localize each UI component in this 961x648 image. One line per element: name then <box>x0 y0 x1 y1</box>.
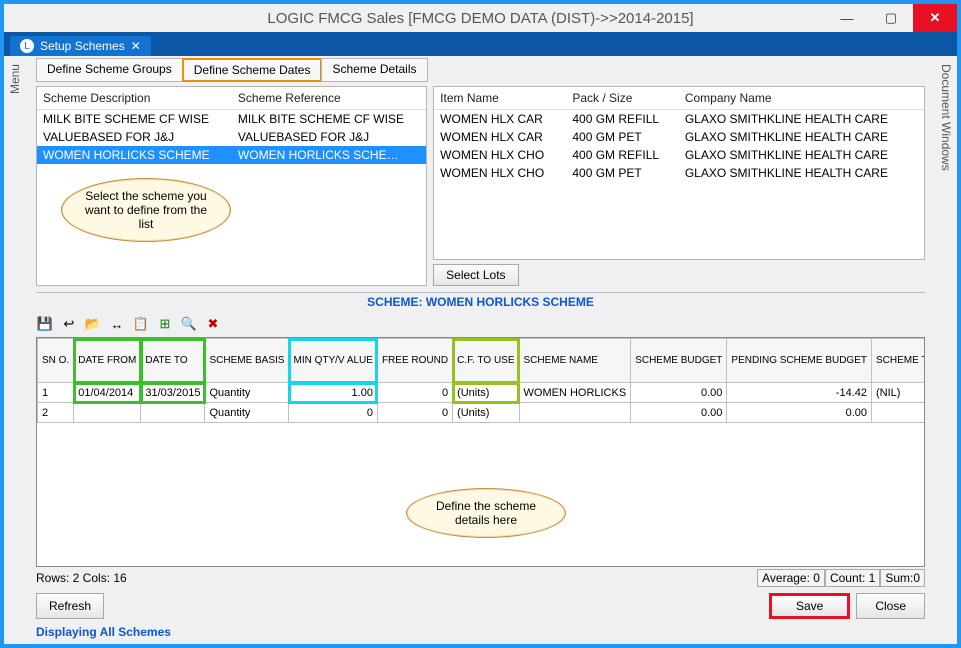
sum-label: Sum:0 <box>880 569 925 587</box>
close-tab-icon[interactable]: ✕ <box>131 39 141 53</box>
rows-cols-label: Rows: 2 Cols: 16 <box>36 571 127 585</box>
select-lots-button[interactable]: Select Lots <box>433 264 518 286</box>
grid-col-header[interactable]: SCHEME TYPE <box>872 339 926 383</box>
delete-icon[interactable]: ✖ <box>204 315 222 333</box>
scheme-row[interactable]: VALUEBASED FOR J&JVALUEBASED FOR J&J <box>37 128 426 146</box>
avg-label: Average: 0 <box>757 569 825 587</box>
grid-col-header[interactable]: SN O. <box>38 339 74 383</box>
save-icon[interactable]: 💾 <box>36 315 54 333</box>
count-label: Count: 1 <box>825 569 880 587</box>
item-row[interactable]: WOMEN HLX CAR400 GM PETGLAXO SMITHKLINE … <box>434 128 924 146</box>
find-icon[interactable]: 🔍 <box>180 315 198 333</box>
grid-status-bar: Rows: 2 Cols: 16 Average: 0 Count: 1 Sum… <box>36 569 925 587</box>
grid-col-header[interactable]: PENDING SCHEME BUDGET <box>727 339 872 383</box>
grid-row[interactable]: 2Quantity00(Units)0.000.00StopDefault0.0… <box>38 403 926 423</box>
grid-col-header[interactable]: SCHEME NAME <box>519 339 631 383</box>
fit-width-icon[interactable]: ↔ <box>108 315 126 333</box>
item-row[interactable]: WOMEN HLX CHO400 GM PETGLAXO SMITHKLINE … <box>434 164 924 182</box>
undo-icon[interactable]: ↩ <box>60 315 78 333</box>
item-col-company[interactable]: Company Name <box>679 87 924 110</box>
title-bar: LOGIC FMCG Sales [FMCG DEMO DATA (DIST)-… <box>4 4 957 32</box>
grid-col-header[interactable]: C.F. TO USE <box>453 339 519 383</box>
save-button[interactable]: Save <box>769 593 850 619</box>
close-button[interactable]: ✕ <box>913 4 957 32</box>
callout-define-details: Define the scheme details here <box>406 488 566 538</box>
tab-define-scheme-groups[interactable]: Define Scheme Groups <box>36 58 183 82</box>
document-tab[interactable]: L Setup Schemes ✕ <box>10 36 151 56</box>
item-col-pack[interactable]: Pack / Size <box>566 87 678 110</box>
minimize-button[interactable]: — <box>825 4 869 32</box>
grid-row[interactable]: 101/04/201431/03/2015Quantity1.000(Units… <box>38 383 926 403</box>
window-title: LOGIC FMCG Sales [FMCG DEMO DATA (DIST)-… <box>4 10 957 27</box>
grid-toolbar: 💾 ↩ 📂 ↔ 📋 ⊞ 🔍 ✖ <box>36 313 925 337</box>
copy-icon[interactable]: 📋 <box>132 315 150 333</box>
grid-col-header[interactable]: DATE FROM <box>74 339 141 383</box>
document-windows-side-label[interactable]: Document Windows <box>939 64 953 171</box>
scheme-col-ref[interactable]: Scheme Reference <box>232 87 426 110</box>
grid-col-header[interactable]: SCHEME BASIS <box>205 339 289 383</box>
item-row[interactable]: WOMEN HLX CAR400 GM REFILLGLAXO SMITHKLI… <box>434 110 924 129</box>
item-list-panel[interactable]: Item Name Pack / Size Company Name WOMEN… <box>433 86 925 260</box>
tab-define-scheme-dates[interactable]: Define Scheme Dates <box>182 58 323 82</box>
grid-col-header[interactable]: SCHEME BUDGET <box>631 339 727 383</box>
grid-col-header[interactable]: MIN QTY/V ALUE <box>289 339 377 383</box>
scheme-row[interactable]: MILK BITE SCHEME CF WISEMILK BITE SCHEME… <box>37 110 426 129</box>
document-tab-strip: L Setup Schemes ✕ <box>4 32 957 56</box>
tab-scheme-details[interactable]: Scheme Details <box>321 58 427 82</box>
callout-select-scheme: Select the scheme you want to define fro… <box>61 178 231 242</box>
maximize-button[interactable]: ▢ <box>869 4 913 32</box>
separator <box>36 292 925 293</box>
footer-note: Displaying All Schemes <box>36 625 925 639</box>
scheme-row[interactable]: WOMEN HORLICKS SCHEMEWOMEN HORLICKS SCHE… <box>37 146 426 164</box>
grid-col-header[interactable]: DATE TO <box>141 339 205 383</box>
item-col-name[interactable]: Item Name <box>434 87 566 110</box>
item-row[interactable]: WOMEN HLX CHO400 GM REFILLGLAXO SMITHKLI… <box>434 146 924 164</box>
menu-side-label[interactable]: Menu <box>8 64 22 94</box>
main-content: Define Scheme Groups Define Scheme Dates… <box>36 58 925 636</box>
refresh-button[interactable]: Refresh <box>36 593 104 619</box>
inner-tabs: Define Scheme Groups Define Scheme Dates… <box>36 58 925 82</box>
scheme-col-desc[interactable]: Scheme Description <box>37 87 232 110</box>
document-tab-label: Setup Schemes <box>40 39 125 53</box>
scheme-header-label: SCHEME: WOMEN HORLICKS SCHEME <box>36 295 925 309</box>
open-icon[interactable]: 📂 <box>84 315 102 333</box>
excel-icon[interactable]: ⊞ <box>156 315 174 333</box>
close-panel-button[interactable]: Close <box>856 593 925 619</box>
app-logo-icon: L <box>20 39 34 53</box>
grid-col-header[interactable]: FREE ROUND <box>377 339 452 383</box>
